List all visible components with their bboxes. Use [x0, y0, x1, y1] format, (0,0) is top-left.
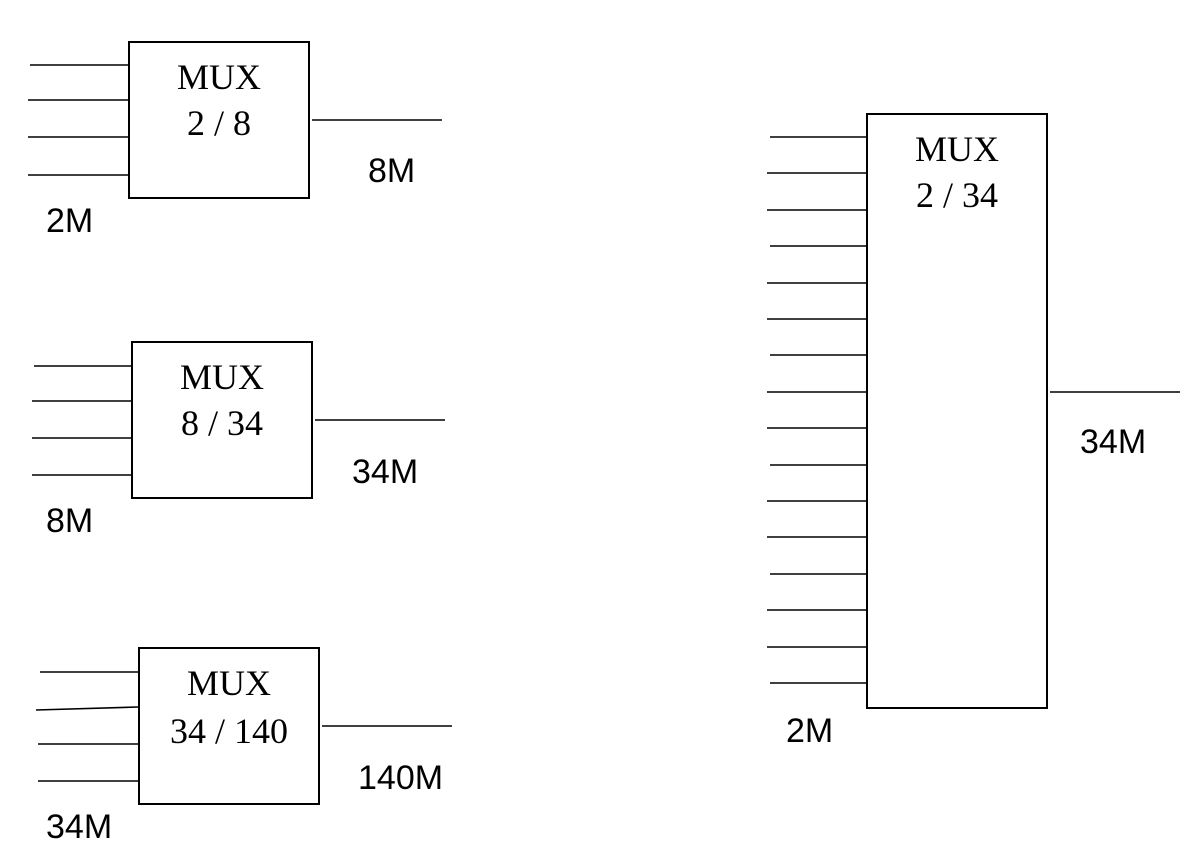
mux-2-34-inputs: [767, 136, 866, 684]
mux-34-140-inputs: [35, 671, 139, 782]
mux-2-8-inputs: [28, 64, 128, 176]
mux-label: MUX: [180, 357, 264, 397]
mux-8-34-inputs: [32, 365, 131, 476]
mux-label: MUX: [915, 129, 999, 169]
output-rate-label: 8M: [368, 152, 415, 190]
mux-ratio: 34 / 140: [170, 711, 288, 751]
mux-2-34-box: [866, 113, 1048, 709]
input-rate-label: 8M: [46, 502, 93, 540]
mux-8-34: MUX 8 / 34 8M 34M: [32, 341, 445, 540]
input-rate-label: 34M: [46, 808, 112, 846]
input-rate-label: 2M: [786, 712, 833, 750]
mux-ratio: 2 / 8: [187, 103, 251, 143]
output-rate-label: 34M: [1080, 423, 1146, 461]
output-rate-label: 140M: [358, 759, 443, 797]
mux-34-140: MUX 34 / 140 34M 140M: [35, 647, 452, 846]
mux-label: MUX: [187, 663, 271, 703]
mux-ratio: 8 / 34: [181, 403, 263, 443]
mux-2-8-box: [128, 41, 310, 199]
mux-2-34: MUX 2 / 34 2M 34M: [767, 113, 1180, 750]
input-rate-label: 2M: [46, 202, 93, 240]
mux-label: MUX: [177, 57, 261, 97]
output-rate-label: 34M: [352, 453, 418, 491]
mux-8-34-box: [131, 341, 313, 499]
mux-ratio: 2 / 34: [916, 175, 998, 215]
input-line: [35, 706, 139, 711]
mux-34-140-box: [138, 647, 320, 805]
mux-2-8: MUX 2 / 8 2M 8M: [28, 41, 442, 240]
